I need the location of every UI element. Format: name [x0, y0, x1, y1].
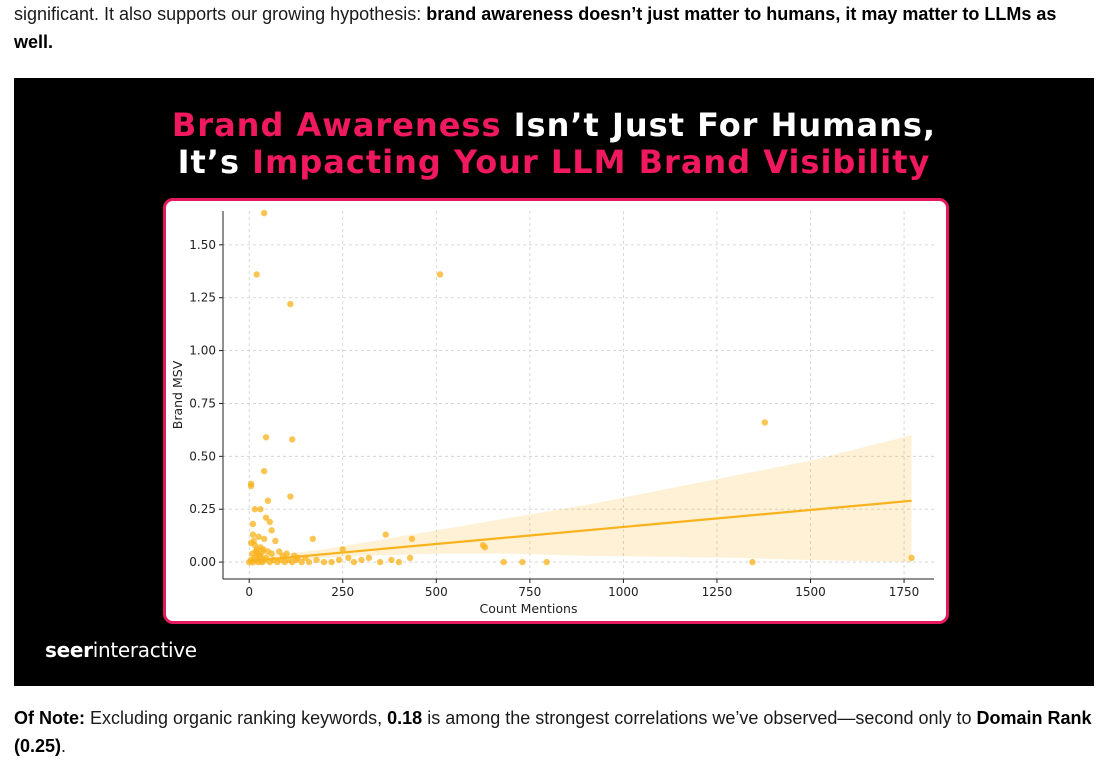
intro-paragraph: significant. It also supports our growin…: [14, 0, 1094, 56]
headline-rest-1: Isn’t Just For Humans,: [501, 106, 937, 144]
data-point-1: [253, 271, 260, 278]
chart-card: 0 250 500 750 1000 1250 1500 1750 0.00 0.25 0.50 0.…: [163, 198, 949, 624]
headline-accent-1: Brand Awareness: [171, 106, 502, 144]
data-point-69: [292, 556, 300, 564]
data-point-2: [436, 271, 444, 278]
data-point-20: [309, 535, 317, 543]
data-point-15: [249, 520, 257, 528]
y-tick-label-2: 0.50: [189, 449, 216, 463]
intro-bold-text: brand awareness doesn’t just matter to h…: [14, 4, 1057, 52]
headline-accent-2: Impacting Your LLM Brand Visibility: [252, 143, 931, 181]
note-end: .: [61, 736, 67, 756]
headline-start-2: It’s: [177, 143, 253, 181]
x-tick-label-0: 0: [245, 585, 253, 599]
data-point-81: [260, 546, 267, 553]
note-bold-end: Domain Rank (0.25): [14, 708, 1092, 756]
note-text-1: Excluding organic ranking keywords,: [85, 708, 388, 728]
data-point-82: [250, 537, 257, 545]
data-point-44: [388, 556, 395, 564]
y-tick-label-0: 0.00: [189, 555, 216, 569]
data-point-18: [255, 533, 262, 540]
data-point-21: [272, 537, 279, 545]
logo-rest: interactive: [92, 638, 197, 662]
x-tick-label-7: 1750: [889, 585, 920, 599]
intro-text: significant. It also supports our growin…: [14, 4, 427, 24]
data-point-14: [266, 518, 273, 526]
scatter-chart: 0 250 500 750 1000 1250 1500 1750 0.00 0.25 0.50 0.…: [170, 209, 934, 616]
x-tick-label-4: 1000: [608, 585, 639, 599]
data-point-8: [247, 482, 255, 490]
data-point-12: [257, 506, 264, 513]
data-point-24: [761, 419, 769, 426]
data-point-72: [313, 556, 320, 564]
confidence-band: [249, 435, 912, 567]
data-point-71: [305, 558, 313, 566]
data-point-75: [335, 556, 343, 564]
data-point-22: [382, 531, 389, 538]
headline-line-1: Brand Awareness Isn’t Just For Humans,: [14, 106, 1094, 144]
data-point-36: [283, 550, 290, 557]
x-tick-label-3: 750: [518, 585, 541, 599]
data-point-0: [260, 209, 268, 217]
x-tick-label-1: 250: [331, 585, 354, 599]
data-point-19: [260, 535, 268, 543]
data-point-51: [908, 554, 915, 562]
data-point-73: [320, 558, 328, 566]
data-point-77: [376, 558, 384, 566]
data-point-10: [264, 497, 272, 504]
data-point-45: [395, 558, 403, 566]
data-point-17: [249, 531, 257, 538]
data-point-42: [358, 556, 365, 564]
data-point-16: [268, 527, 275, 534]
data-point-40: [339, 546, 346, 553]
data-point-83: [254, 550, 261, 557]
note-label: Of Note:: [14, 708, 85, 728]
data-point-76: [350, 558, 358, 566]
data-point-70: [298, 558, 305, 566]
note-value: 0.18: [387, 708, 423, 728]
note-text-2: is among the strongest correlations we’v…: [422, 708, 977, 728]
seer-interactive-logo: seerinteractive: [45, 638, 197, 662]
y-tick-label-5: 1.25: [189, 291, 216, 305]
data-point-48: [519, 558, 526, 566]
logo-bold: seer: [45, 638, 93, 662]
x-axis-label: Count Mentions: [480, 601, 578, 616]
x-tick-label-2: 500: [425, 585, 448, 599]
data-point-33: [268, 550, 275, 557]
data-point-9: [287, 493, 294, 500]
data-point-5: [289, 436, 296, 443]
y-tick-label-3: 0.75: [189, 396, 216, 410]
data-point-74: [328, 558, 335, 566]
infographic-figure: Brand Awareness Isn’t Just For Humans, I…: [14, 78, 1094, 686]
x-tick-label-5: 1250: [702, 585, 733, 599]
x-tick-label-6: 1500: [795, 585, 826, 599]
data-point-41: [345, 554, 352, 562]
y-axis-label: Brand MSV: [170, 360, 185, 429]
regression-line: [249, 499, 912, 563]
note-paragraph: Of Note: Excluding organic ranking keywo…: [14, 704, 1094, 760]
y-tick-label-6: 1.50: [189, 238, 216, 252]
headline-line-2: It’s Impacting Your LLM Brand Visibility: [14, 143, 1094, 181]
data-point-23: [408, 535, 416, 543]
data-point-43: [365, 554, 373, 562]
data-point-34: [275, 548, 283, 555]
data-point-13: [262, 514, 270, 521]
data-point-3: [287, 300, 294, 308]
data-point-47: [500, 558, 507, 566]
data-point-50: [749, 558, 756, 566]
data-point-49: [543, 558, 550, 566]
data-point-6: [260, 467, 268, 475]
data-point-46: [406, 554, 414, 562]
data-point-4: [262, 434, 270, 441]
data-point-26: [481, 544, 489, 551]
y-tick-label-1: 0.25: [189, 502, 216, 516]
y-tick-label-4: 1.00: [189, 344, 216, 358]
data-point-11: [251, 506, 259, 513]
